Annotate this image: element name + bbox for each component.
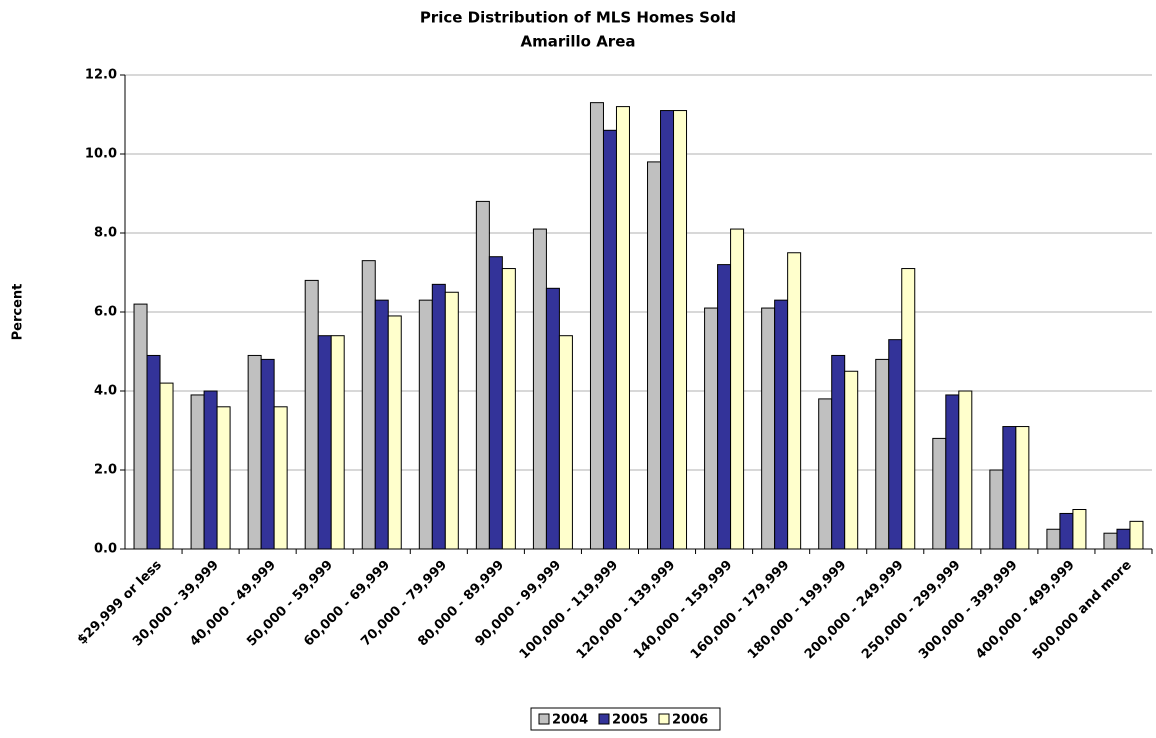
y-axis-label: Percent: [11, 284, 26, 341]
x-tick-label: 500,000 and more: [1030, 558, 1135, 663]
legend-label: 2005: [612, 713, 648, 728]
bar: [831, 354, 846, 550]
bar: [875, 358, 890, 550]
bar: [1015, 426, 1030, 550]
bar: [488, 256, 503, 550]
bar: [1072, 509, 1087, 550]
x-tick-label: 140,000 - 159,999: [631, 558, 736, 663]
bar: [545, 287, 560, 550]
x-tick-label: 400,000 - 499,999: [973, 558, 1078, 663]
bar: [330, 335, 345, 550]
bar: [374, 299, 389, 550]
y-tick-label: 4.0: [94, 384, 117, 399]
bar: [704, 307, 719, 550]
bar: [774, 299, 789, 550]
bar: [203, 390, 218, 550]
legend-label: 2006: [672, 713, 708, 728]
legend-swatch: [538, 713, 550, 725]
bar: [958, 390, 973, 550]
legend-box: [530, 707, 721, 731]
bar: [787, 252, 802, 550]
bar: [216, 406, 231, 550]
bar: [361, 260, 376, 550]
bar: [501, 268, 516, 550]
chart-title: Price Distribution of MLS Homes Sold: [420, 9, 736, 27]
y-tick-label: 10.0: [85, 147, 117, 162]
bar: [945, 394, 960, 550]
legend: 2004 2005 2006: [530, 707, 721, 731]
y-tick-label: 12.0: [85, 68, 117, 83]
y-tick-label: 6.0: [94, 305, 117, 320]
bar: [146, 354, 161, 550]
y-tick-label: 0.0: [94, 542, 117, 557]
bar: [532, 228, 547, 550]
bar: [431, 283, 446, 550]
x-tick-label: 100,000 - 119,999: [517, 558, 622, 663]
bar: [273, 406, 288, 550]
x-tick-label: 300,000 - 399,999: [916, 558, 1021, 663]
bar: [304, 279, 319, 550]
x-tick-label: 160,000 - 179,999: [688, 558, 793, 663]
chart-subtitle: Amarillo Area: [520, 33, 635, 51]
bar: [888, 339, 903, 550]
bar: [1129, 520, 1144, 550]
bar: [317, 335, 332, 550]
bar: [1059, 512, 1074, 550]
bar: [133, 303, 148, 550]
x-tick-label: 180,000 - 199,999: [745, 558, 850, 663]
bar: [589, 102, 604, 550]
bar: [673, 110, 688, 550]
bar: [475, 200, 490, 550]
bar: [761, 307, 776, 550]
bar: [730, 228, 745, 550]
bar: [444, 291, 459, 550]
bar: [558, 335, 573, 550]
bar: [615, 106, 630, 550]
bar: [247, 354, 262, 550]
bar: [190, 394, 205, 550]
bar: [660, 110, 675, 550]
y-tick-label: 2.0: [94, 463, 117, 478]
bar: [1116, 528, 1131, 550]
bar: [989, 469, 1004, 550]
bar: [1002, 426, 1017, 550]
bar: [647, 161, 662, 550]
bar: [844, 370, 859, 550]
x-tick-label: 120,000 - 139,999: [574, 558, 679, 663]
bar: [602, 129, 617, 550]
bar: [818, 398, 833, 550]
bar: [717, 264, 732, 550]
bar: [418, 299, 433, 550]
bar: [1103, 532, 1118, 550]
bar: [1046, 528, 1061, 550]
bar: [901, 268, 916, 550]
y-tick-label: 8.0: [94, 226, 117, 241]
bar: [387, 315, 402, 550]
bar: [260, 358, 275, 550]
x-tick-label: 200,000 - 249,999: [802, 558, 907, 663]
x-tick-label: 250,000 - 299,999: [859, 558, 964, 663]
legend-swatch: [658, 713, 670, 725]
bar: [932, 437, 947, 550]
legend-label: 2004: [552, 713, 588, 728]
bar: [159, 382, 174, 550]
legend-swatch: [598, 713, 610, 725]
